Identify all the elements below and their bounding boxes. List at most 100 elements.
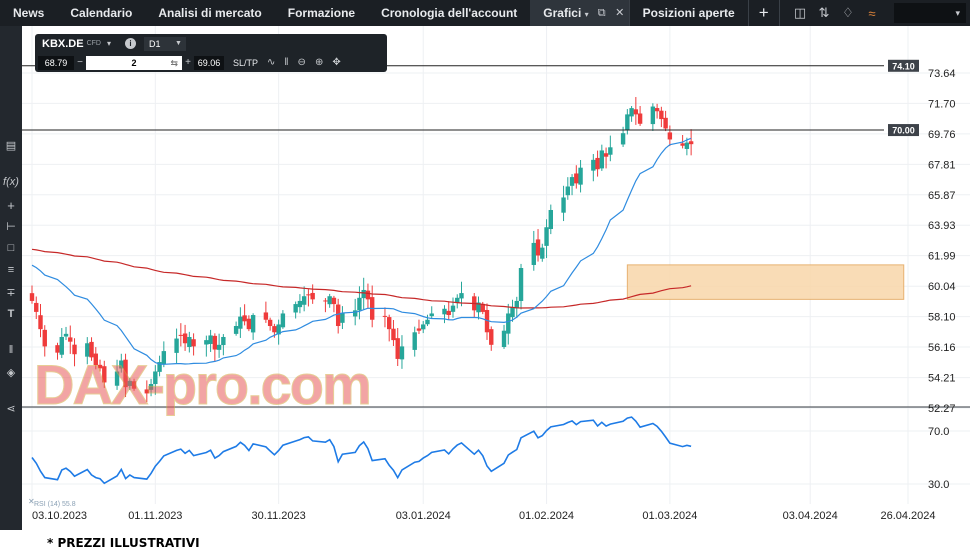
popout-icon[interactable]: ⧉ — [592, 0, 611, 26]
candle — [148, 378, 154, 397]
date-tick-label: 01.03.2024 — [642, 510, 697, 522]
price-tick-label: 63.93 — [928, 220, 956, 232]
support-zone — [626, 264, 905, 300]
tab-grafici[interactable]: Grafici ▾ — [530, 0, 593, 26]
nav-analisi[interactable]: Analisi di mercato — [158, 6, 262, 20]
account-dropdown[interactable]: ▾ — [894, 3, 966, 23]
candle — [97, 359, 103, 372]
text-tool-icon[interactable]: T — [7, 308, 15, 320]
close-icon[interactable]: ✕ — [610, 0, 629, 26]
candle — [280, 310, 286, 329]
wifi-icon: ≈ — [868, 5, 876, 21]
nav-divider — [628, 0, 630, 26]
candle — [506, 303, 511, 345]
candle — [540, 243, 545, 262]
chart-type-icon[interactable]: ▤ — [5, 140, 17, 152]
price-alert-icon[interactable]: ⇅ — [818, 5, 830, 20]
chevron-down-icon[interactable]: ▾ — [584, 10, 589, 19]
chevron-down-icon[interactable]: ▾ — [106, 39, 111, 48]
price-tick-label: 56.16 — [928, 342, 956, 354]
candle — [242, 304, 247, 326]
candle — [361, 277, 366, 310]
left-toolbar: ▤ f(x) + ⊢ □ ≡ ∓ T ‖ ◈ ⋖ — [0, 26, 22, 530]
candle — [310, 284, 315, 304]
share-icon[interactable]: ⋖ — [6, 403, 16, 415]
candle — [416, 319, 422, 334]
nav-divider — [747, 0, 749, 26]
candle — [663, 110, 668, 132]
candle — [395, 328, 400, 367]
price-tick-label: 52.27 — [928, 403, 956, 415]
price-tick-label: 73.64 — [928, 68, 956, 80]
chevron-down-icon: ▼ — [175, 39, 182, 47]
candle — [55, 342, 60, 360]
candle — [625, 109, 630, 135]
candle — [221, 334, 226, 356]
move-icon[interactable]: ✥ — [332, 57, 341, 68]
symbol-name[interactable]: KBX.DE — [42, 37, 84, 50]
candle — [29, 285, 35, 304]
add-tab-button[interactable]: + — [758, 3, 769, 22]
instrument-tag: CFD — [86, 40, 101, 47]
buy-button[interactable]: 69.06 — [194, 55, 224, 70]
rectangle-tool-icon[interactable]: □ — [7, 242, 15, 254]
layout-icon[interactable]: ◫ — [793, 5, 807, 20]
nav-posizioni[interactable]: Posizioni aperte — [642, 6, 735, 20]
candle — [450, 297, 456, 318]
indicators-icon[interactable]: ‖ — [284, 57, 289, 68]
price-tick-label: 54.21 — [928, 373, 956, 385]
candle — [531, 230, 536, 271]
increase-quantity-button[interactable]: + — [185, 57, 191, 68]
candle — [561, 185, 566, 222]
sltp-button[interactable]: SL/TP — [233, 57, 259, 68]
candle — [357, 286, 362, 320]
candle — [489, 326, 494, 351]
candle — [548, 204, 553, 235]
fibonacci-icon[interactable]: ≡ — [7, 264, 15, 276]
candle — [38, 303, 43, 338]
rsi-tick-label: 70.0 — [928, 426, 949, 438]
nav-calendario[interactable]: Calendario — [70, 6, 133, 20]
candle — [654, 103, 660, 119]
crosshair-icon[interactable]: + — [7, 198, 15, 213]
zoom-in-icon[interactable]: ⊕ — [314, 57, 324, 68]
info-icon[interactable]: i — [124, 38, 136, 49]
candle — [412, 326, 417, 357]
candle — [335, 298, 341, 334]
quantity-input[interactable]: 2 ⇆ — [86, 55, 182, 70]
swap-icon: ⇆ — [170, 57, 178, 68]
nav-cronologia[interactable]: Cronologia dell'account — [381, 6, 518, 20]
candle — [68, 325, 73, 354]
spread-icon[interactable]: ‖ — [8, 344, 14, 356]
candle — [123, 353, 128, 398]
sell-button[interactable]: 68.79 — [38, 55, 74, 70]
watermark-text: DAX-pro.com — [34, 353, 370, 416]
candle — [174, 328, 179, 364]
bell-icon[interactable]: ♢ — [842, 5, 854, 20]
timeframe-select[interactable]: D1 ▼ — [143, 36, 186, 51]
nav-news[interactable]: News — [13, 6, 45, 20]
zoom-out-icon[interactable]: ⊖ — [297, 57, 306, 68]
layers-icon[interactable]: ◈ — [6, 367, 16, 379]
candle — [187, 331, 192, 353]
chart-area[interactable]: 74.10 70.00 73.64 71.70 69.76 67.81 65.87 63.9… — [22, 26, 970, 530]
candle — [34, 296, 39, 320]
pitchfork-icon[interactable]: ∓ — [6, 287, 16, 299]
indicator-icon[interactable]: f(x) — [3, 176, 19, 188]
candle — [216, 333, 222, 358]
candle — [340, 306, 345, 330]
candle — [629, 105, 634, 122]
candle — [425, 314, 430, 327]
line-tool-icon[interactable]: ⊢ — [6, 221, 16, 233]
candle — [89, 337, 94, 361]
candle — [233, 321, 239, 336]
candle — [306, 289, 311, 307]
decrease-quantity-button[interactable]: − — [77, 57, 83, 68]
price-chart[interactable]: 74.10 70.00 73.64 71.70 69.76 67.81 65.87 63.9… — [22, 26, 970, 530]
nav-formazione[interactable]: Formazione — [287, 6, 356, 20]
candle — [608, 135, 613, 162]
timeframe-value: D1 — [148, 38, 161, 49]
line-chart-icon[interactable]: ∿ — [267, 57, 276, 68]
level-value: 74.10 — [892, 61, 915, 71]
candle — [161, 341, 167, 368]
